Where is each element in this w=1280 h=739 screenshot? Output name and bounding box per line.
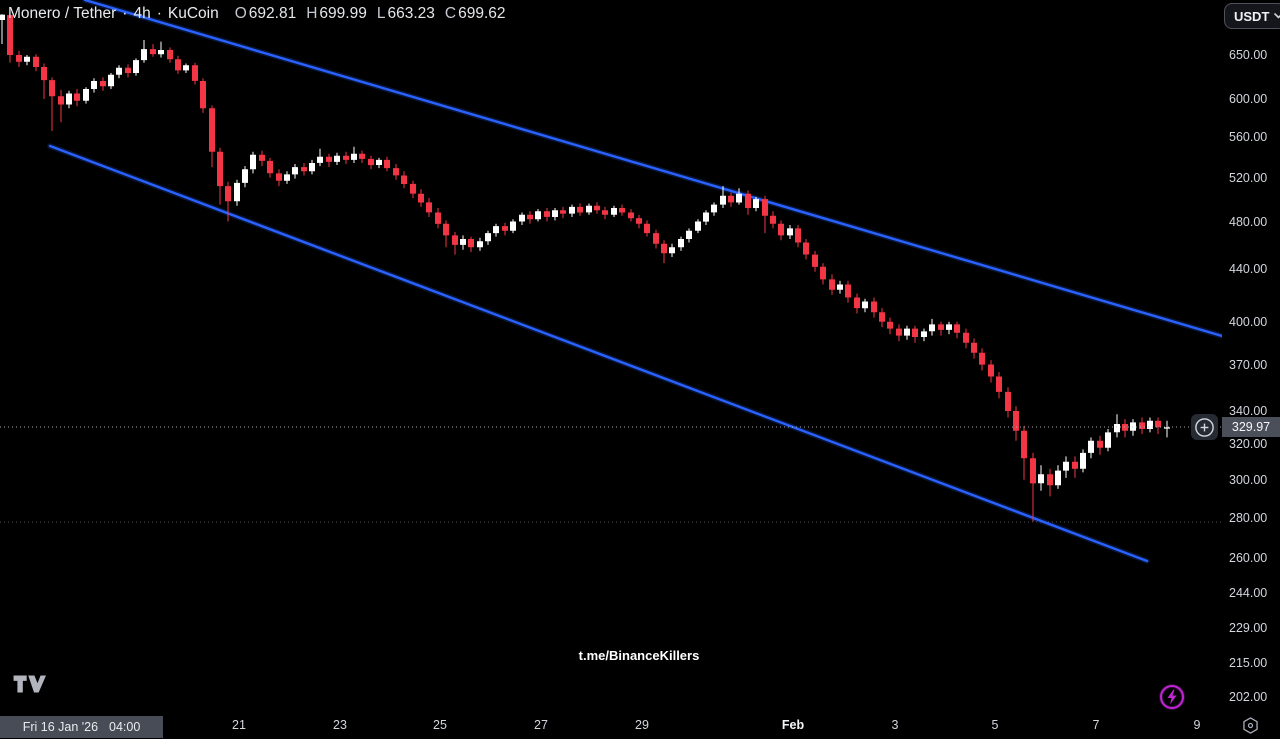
crosshair-time-label: Fri 16 Jan '26 04:00: [0, 716, 163, 738]
close-value: 699.62: [458, 5, 506, 22]
up-candle-wicks: [1, 14, 1168, 491]
price-tick-label: 400.00: [1229, 314, 1268, 329]
price-tick-label: 520.00: [1229, 170, 1268, 185]
price-tick-label: 244.00: [1229, 586, 1268, 601]
crosshair-time: 04:00: [109, 720, 141, 734]
lightning-bolt-icon: [1159, 684, 1185, 710]
circle-plus-icon: [1195, 417, 1214, 437]
price-tick-label: 340.00: [1229, 403, 1268, 418]
time-scale[interactable]: Fri 16 Jan '26 04:00 21 23 25 27 29 Feb 3 5 7 9: [0, 715, 1280, 739]
price-tick-label: 560.00: [1229, 129, 1268, 144]
price-tick-label: 300.00: [1229, 472, 1268, 487]
price-tick-label: 202.00: [1229, 689, 1268, 704]
currency-selector-button[interactable]: USDT: [1224, 3, 1280, 29]
time-tick-label: Feb: [781, 718, 805, 732]
crosshair-date: Fri 16 Jan '26: [22, 720, 99, 734]
currency-label: USDT: [1234, 8, 1270, 24]
time-tick-label: 9: [1193, 718, 1201, 732]
price-tick-label: 650.00: [1229, 48, 1268, 62]
tradingview-logo-icon: [13, 675, 46, 693]
open-label: O: [234, 5, 247, 22]
price-tick-label: 215.00: [1229, 655, 1268, 670]
price-tick-label: 229.00: [1229, 621, 1268, 636]
legend-separator: ·: [122, 5, 128, 22]
time-tick-label: 5: [991, 718, 999, 732]
candlestick-chart[interactable]: [0, 0, 1222, 739]
add-alert-plus-button[interactable]: [1191, 414, 1218, 440]
price-tick-label: 260.00: [1229, 551, 1268, 566]
time-tick-label: 27: [534, 718, 548, 732]
price-tick-label: 320.00: [1229, 437, 1268, 452]
exchange-label: KuCoin: [167, 5, 219, 22]
hexagon-dot-icon: [1243, 717, 1258, 734]
chart-settings-icon[interactable]: [1241, 716, 1260, 739]
crosshair-price-label: 329.97: [1222, 417, 1280, 437]
crosshair-price-value: 329.97: [1231, 420, 1271, 434]
channel-upper-trendline[interactable]: [83, 0, 1222, 338]
low-value: 663.23: [387, 5, 435, 22]
time-tick-label: 23: [333, 718, 347, 732]
high-value: 699.99: [319, 5, 367, 22]
channel-lower-trendline[interactable]: [48, 144, 1149, 563]
close-label: C: [444, 5, 457, 22]
time-tick-label: 25: [433, 718, 447, 732]
open-value: 692.81: [248, 5, 297, 22]
low-label: L: [376, 5, 386, 22]
chevron-down-icon: [1274, 13, 1280, 19]
interval-label[interactable]: 4h: [133, 5, 151, 22]
time-tick-label: 21: [232, 718, 246, 732]
up-candle-bodies: [0, 14, 1170, 486]
time-tick-label: 29: [635, 718, 649, 732]
price-tick-label: 370.00: [1229, 357, 1268, 372]
quick-trade-lightning-button[interactable]: [1156, 681, 1188, 718]
symbol-title[interactable]: Monero / Tether: [8, 5, 117, 22]
ohlc-values: O 692.81 H 699.99 L 663.23 C 699.62: [235, 5, 506, 23]
legend-separator: ·: [156, 5, 162, 22]
time-tick-label: 3: [891, 718, 899, 732]
channel-watermark: t.me/BinanceKillers: [578, 648, 700, 663]
price-tick-label: 440.00: [1229, 262, 1268, 277]
price-tick-label: 480.00: [1229, 214, 1268, 229]
high-label: H: [306, 5, 318, 22]
time-tick-label: 7: [1092, 718, 1100, 732]
price-tick-label: 600.00: [1229, 91, 1268, 106]
price-tick-label: 280.00: [1229, 510, 1268, 525]
price-scale[interactable]: 650.00 600.00 560.00 520.00 480.00 440.00 400.…: [1222, 0, 1280, 715]
tradingview-logo[interactable]: [12, 672, 46, 701]
down-candle-bodies: [7, 15, 1161, 486]
